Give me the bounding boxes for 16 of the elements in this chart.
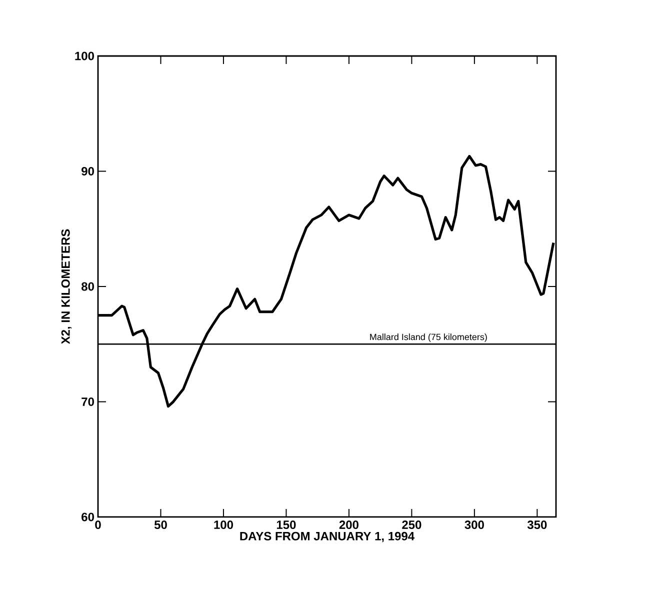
x-tick-label: 0 [95, 520, 101, 530]
x-tick-label: 200 [339, 520, 358, 530]
y-tick-label: 80 [82, 282, 94, 291]
y-tick-label: 70 [82, 397, 94, 406]
x-tick-label: 50 [154, 520, 167, 530]
y-axis-title: X2, IN KILOMETERS [61, 229, 72, 344]
x-tick-label: 300 [464, 520, 484, 530]
x-tick-label: 350 [527, 520, 547, 530]
y-tick-label: 90 [82, 166, 94, 176]
x-tick-label: 150 [276, 520, 296, 530]
y-tick-label: 100 [75, 52, 94, 60]
x-tick-label: 250 [402, 520, 422, 530]
x-tick-label: 100 [214, 520, 233, 530]
x-axis-title: DAYS FROM JANUARY 1, 1994 [240, 532, 414, 542]
ref-line-label: Mallard Island (75 kilometers) [370, 334, 487, 342]
y-tick-label: 60 [82, 512, 94, 522]
